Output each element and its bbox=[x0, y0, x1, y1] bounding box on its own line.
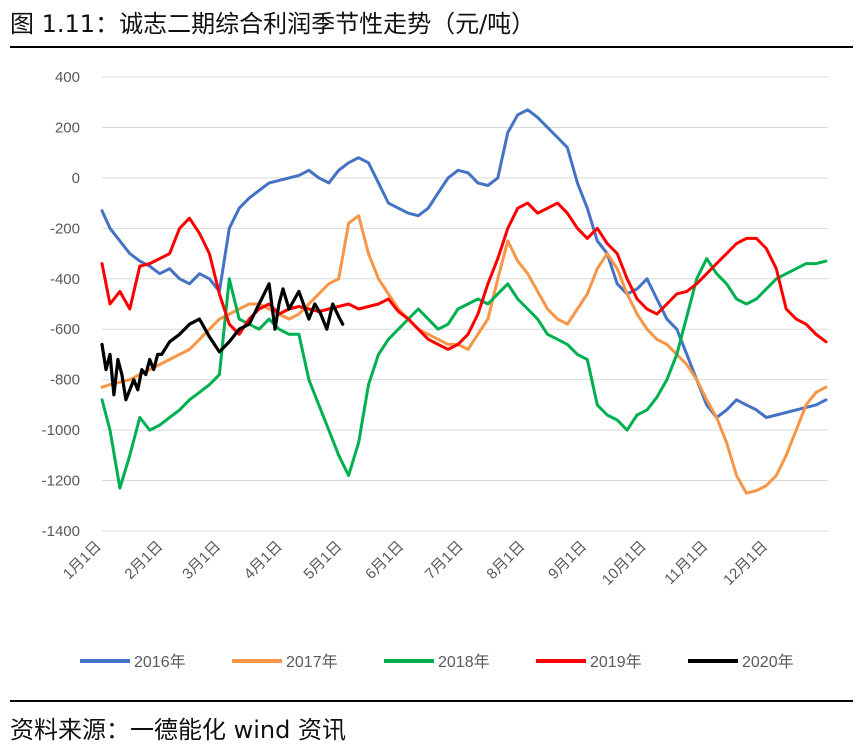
x-tick-label: 4月1日 bbox=[241, 538, 286, 583]
line-chart: 400 200 0 -200 -400 -600 -800 -1000 -1200 -1400 1… bbox=[42, 69, 828, 671]
legend-label: 2018年 bbox=[438, 653, 490, 671]
y-axis-ticks: 400 200 0 -200 -400 -600 -800 -1000 -1200 -1400 bbox=[42, 69, 80, 540]
x-tick-label: 6月1日 bbox=[362, 538, 407, 583]
source-note: 资料来源：一德能化 wind 资讯 bbox=[10, 716, 346, 744]
series-line-2020年 bbox=[100, 282, 345, 402]
title-divider bbox=[10, 46, 853, 48]
x-tick-label: 7月1日 bbox=[422, 538, 467, 583]
series-line-2016年 bbox=[100, 108, 828, 419]
x-tick-label: 5月1日 bbox=[300, 538, 345, 583]
legend-label: 2016年 bbox=[134, 653, 186, 671]
y-tick-label: -400 bbox=[50, 271, 80, 288]
source-divider bbox=[10, 700, 853, 702]
series-line-2018年 bbox=[100, 257, 828, 490]
y-tick-label: -800 bbox=[50, 372, 80, 389]
x-tick-label: 1月1日 bbox=[60, 538, 105, 583]
y-tick-label: -200 bbox=[50, 220, 80, 237]
chart-title: 图 1.11：诚志二期综合利润季节性走势（元/吨） bbox=[10, 10, 536, 38]
y-tick-label: 200 bbox=[55, 119, 80, 136]
series-lines bbox=[100, 108, 828, 495]
x-tick-label: 8月1日 bbox=[483, 538, 528, 583]
x-tick-label: 10月1日 bbox=[599, 538, 650, 589]
x-tick-label: 3月1日 bbox=[179, 538, 224, 583]
y-tick-label: 0 bbox=[72, 170, 80, 187]
y-tick-label: -600 bbox=[50, 321, 80, 338]
x-axis-ticks: 1月1日 2月1日 3月1日 4月1日 5月1日 6月1日 7月1日 8月1日 9月1日 10月1… bbox=[60, 538, 771, 589]
x-tick-label: 11月1日 bbox=[661, 538, 711, 588]
gridlines bbox=[102, 76, 828, 532]
x-tick-label: 9月1日 bbox=[545, 538, 590, 583]
x-tick-label: 12月1日 bbox=[720, 538, 771, 589]
y-tick-label: -1000 bbox=[42, 422, 80, 439]
legend-label: 2017年 bbox=[286, 653, 338, 671]
legend: 2016年 2017年 2018年 2019年 2020年 bbox=[80, 653, 794, 671]
y-tick-label: -1400 bbox=[42, 523, 80, 540]
series-line-2017年 bbox=[100, 214, 828, 495]
series-line-2019年 bbox=[100, 201, 828, 351]
legend-label: 2019年 bbox=[590, 653, 642, 671]
legend-label: 2020年 bbox=[742, 653, 794, 671]
y-tick-label: -1200 bbox=[42, 473, 80, 490]
x-tick-label: 2月1日 bbox=[121, 538, 166, 583]
y-tick-label: 400 bbox=[55, 69, 80, 86]
